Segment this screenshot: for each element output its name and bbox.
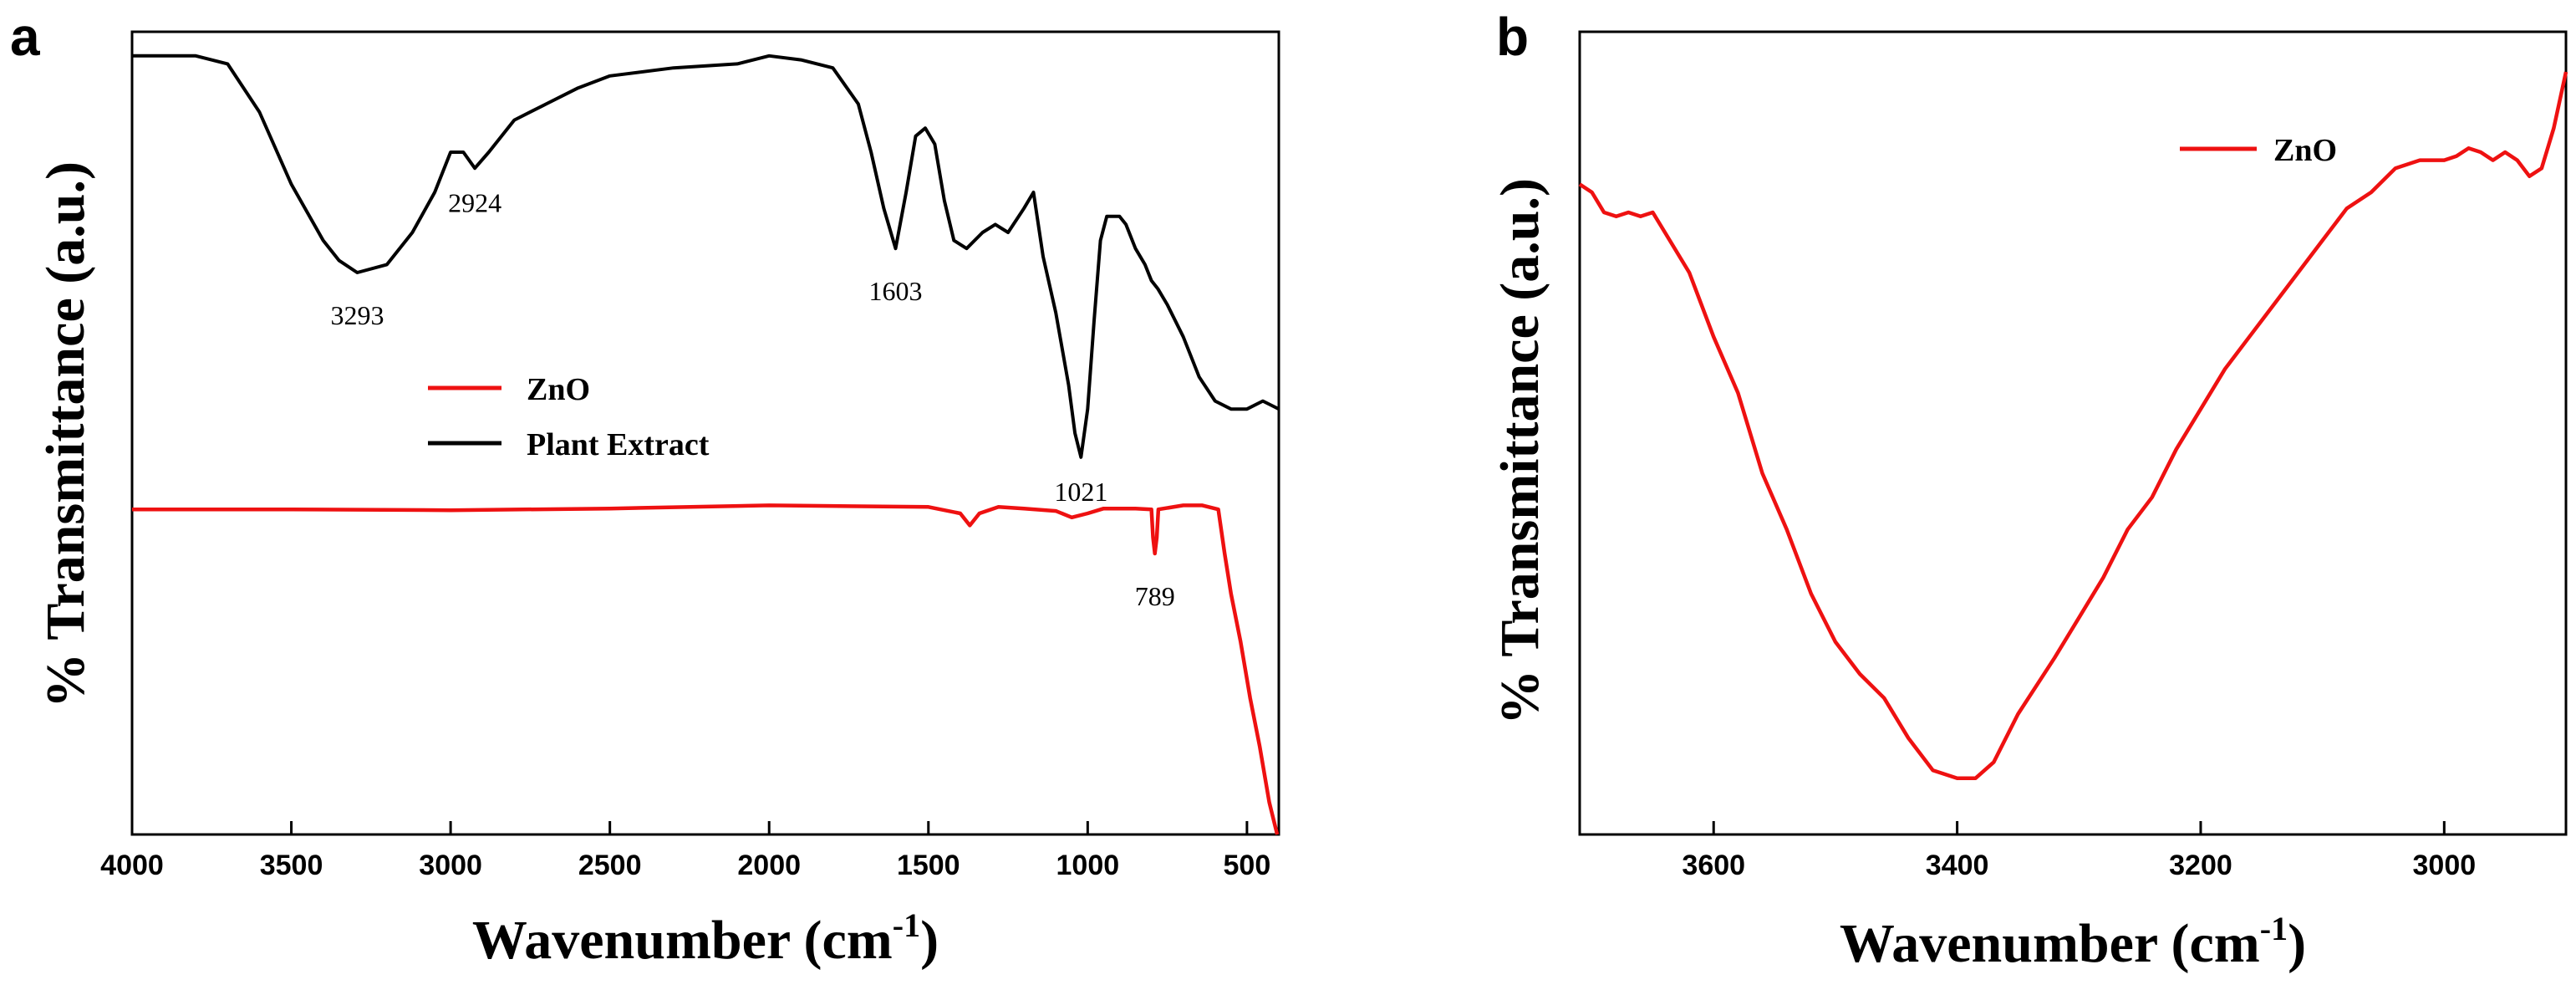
panel-a-x-ticks bbox=[130, 821, 1249, 834]
x-tick-label: 1000 bbox=[1056, 850, 1120, 881]
legend-label-zno: ZnO bbox=[527, 372, 590, 407]
x-axis-title-superscript: -1 bbox=[2260, 910, 2288, 947]
panel-a-x-tick-labels: 4000 3500 3000 2500 2000 1500 1000 500 bbox=[100, 850, 1270, 881]
panel-b: b 3600 3400 3200 3000 ZnO Wavenumber (cm… bbox=[1489, 7, 2568, 974]
peak-label: 789 bbox=[1135, 581, 1175, 611]
x-axis-title-main: Wavenumber (cm bbox=[472, 910, 893, 971]
panel-a-y-axis-title: % Transmittance (a.u.) bbox=[35, 161, 96, 708]
panel-b-x-ticks bbox=[1712, 821, 2446, 834]
peak-label: 2924 bbox=[448, 188, 501, 218]
peak-label: 1603 bbox=[869, 276, 923, 306]
x-tick-label: 500 bbox=[1224, 850, 1271, 881]
series-zno-line bbox=[1578, 71, 2568, 781]
x-tick-label: 1500 bbox=[897, 850, 960, 881]
x-tick-label: 3000 bbox=[2413, 850, 2477, 881]
panel-a-plot-frame bbox=[130, 30, 1280, 836]
x-tick-label: 4000 bbox=[100, 850, 164, 881]
panel-b-legend: ZnO bbox=[2180, 133, 2337, 168]
x-tick-label: 3000 bbox=[419, 850, 482, 881]
x-tick-label: 2500 bbox=[578, 850, 642, 881]
x-axis-title-superscript: -1 bbox=[893, 906, 920, 944]
legend-label-zno: ZnO bbox=[2273, 133, 2337, 168]
peak-label: 1021 bbox=[1054, 477, 1107, 507]
panel-a-peak-annotations: 3293 2924 1603 1021 789 bbox=[330, 188, 1174, 611]
x-axis-title-close: ) bbox=[920, 910, 939, 971]
x-tick-label: 3600 bbox=[1682, 850, 1745, 881]
x-tick-label: 2000 bbox=[737, 850, 801, 881]
x-tick-label: 3500 bbox=[260, 850, 323, 881]
panel-b-x-tick-labels: 3600 3400 3200 3000 bbox=[1682, 850, 2476, 881]
panel-a: a 4000 3500 3000 2500 2000 1500 1000 500 bbox=[10, 7, 1280, 971]
peak-label: 3293 bbox=[330, 300, 384, 330]
panel-a-letter: a bbox=[10, 7, 40, 67]
panel-b-y-axis-title: % Transmittance (a.u.) bbox=[1489, 178, 1550, 725]
x-axis-title-main: Wavenumber (cm bbox=[1840, 913, 2260, 974]
x-tick-label: 3200 bbox=[2169, 850, 2232, 881]
panel-a-legend: ZnO Plant Extract bbox=[428, 372, 710, 462]
panel-b-plot-frame bbox=[1578, 30, 2568, 836]
series-zno-line bbox=[132, 503, 1280, 835]
panel-b-x-axis-title: Wavenumber (cm-1) bbox=[1840, 910, 2306, 974]
panel-a-x-axis-title: Wavenumber (cm-1) bbox=[472, 906, 939, 971]
panel-b-letter: b bbox=[1496, 7, 1529, 67]
series-plant-extract-line bbox=[132, 54, 1280, 459]
x-axis-title-close: ) bbox=[2288, 913, 2306, 974]
x-tick-label: 3400 bbox=[1926, 850, 1989, 881]
legend-label-plant-extract: Plant Extract bbox=[527, 427, 710, 462]
